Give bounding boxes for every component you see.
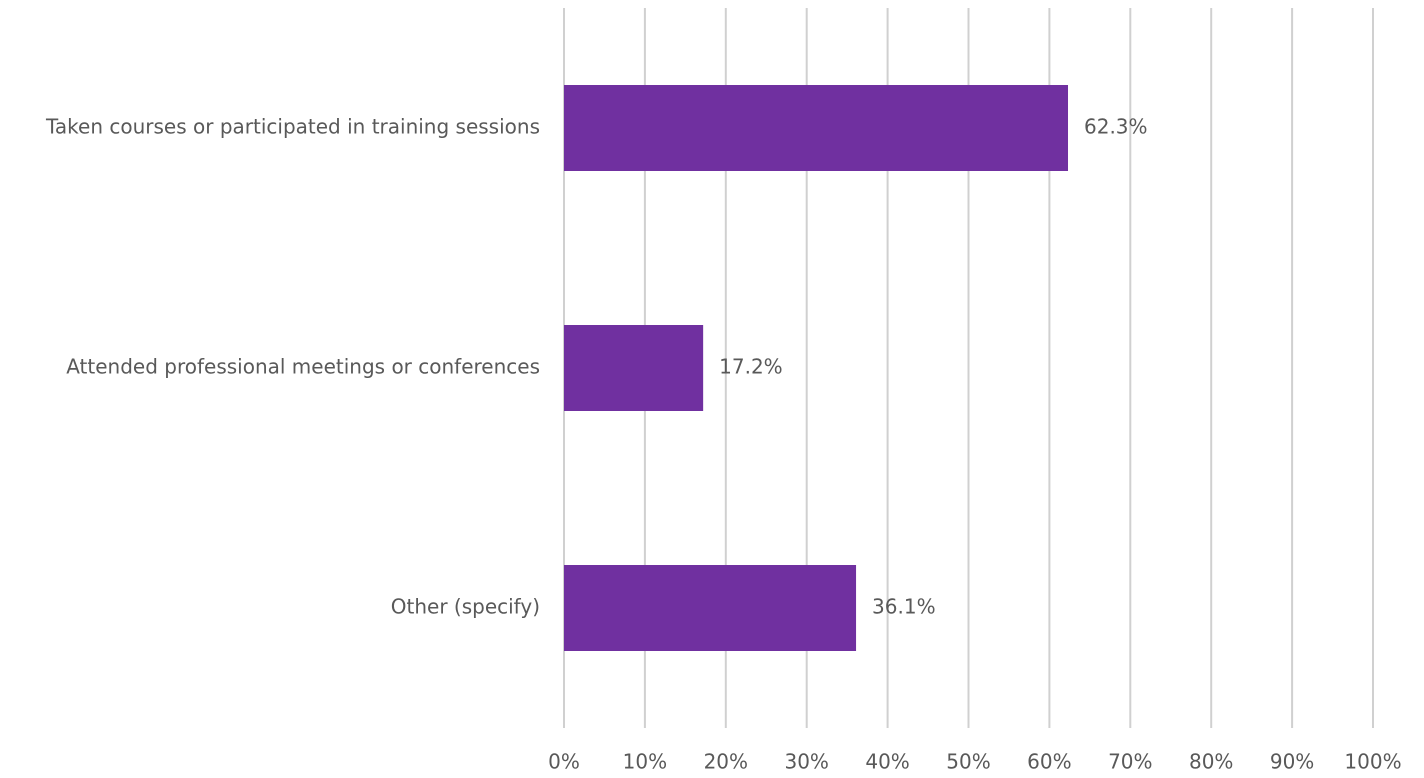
data-label: 36.1% [872, 595, 936, 619]
bar [564, 325, 704, 411]
x-tick-label: 80% [1189, 750, 1233, 774]
data-label: 62.3% [1084, 115, 1148, 139]
x-tick-label: 40% [865, 750, 909, 774]
data-label: 17.2% [719, 355, 783, 379]
y-tick-label: Attended professional meetings or confer… [66, 355, 540, 379]
x-tick-label: 50% [946, 750, 990, 774]
x-tick-label: 100% [1344, 750, 1401, 774]
x-tick-label: 90% [1270, 750, 1314, 774]
x-tick-label: 60% [1027, 750, 1071, 774]
y-tick-label: Other (specify) [391, 595, 540, 619]
y-tick-label: Taken courses or participated in trainin… [45, 115, 540, 139]
x-tick-label: 0% [548, 750, 580, 774]
bar [564, 85, 1069, 171]
x-tick-label: 30% [784, 750, 828, 774]
x-tick-label: 20% [704, 750, 748, 774]
x-tick-label: 70% [1108, 750, 1152, 774]
x-tick-label: 10% [623, 750, 667, 774]
bar [564, 565, 857, 651]
